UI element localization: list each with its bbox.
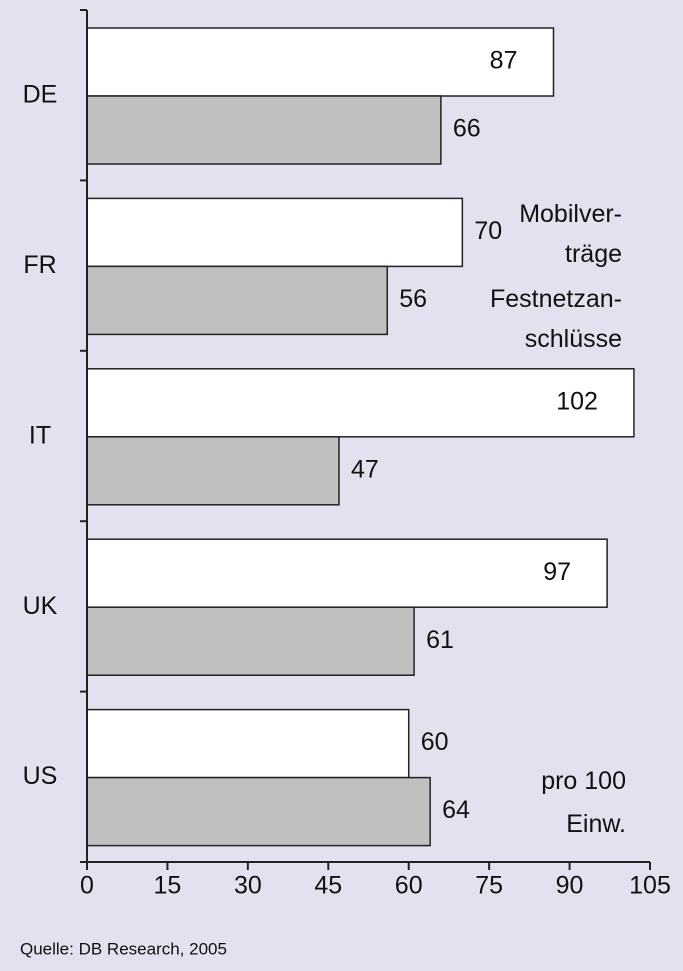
legend-label: Festnetzan-schlüsse bbox=[490, 285, 622, 353]
x-tick-label: 60 bbox=[395, 872, 423, 900]
y-tick-label: DE bbox=[23, 81, 58, 109]
bar bbox=[86, 708, 410, 779]
bar bbox=[86, 776, 431, 847]
annotation: pro 100 Einw. bbox=[541, 767, 626, 838]
bar bbox=[86, 538, 608, 608]
bar bbox=[86, 265, 389, 336]
value-label: 61 bbox=[426, 626, 454, 654]
x-tick-label: 0 bbox=[80, 872, 94, 900]
value-label: 56 bbox=[399, 285, 427, 313]
value-label: 64 bbox=[442, 796, 470, 824]
bar bbox=[86, 436, 340, 506]
value-label: 66 bbox=[453, 115, 481, 143]
bar bbox=[86, 27, 555, 97]
bar bbox=[86, 197, 464, 268]
value-label: 87 bbox=[490, 47, 518, 75]
x-tick-label: 90 bbox=[556, 872, 584, 900]
value-label: 97 bbox=[543, 558, 571, 586]
bar bbox=[86, 95, 442, 165]
value-label: 47 bbox=[351, 455, 379, 483]
x-tick-label: 45 bbox=[314, 872, 342, 900]
y-tick-label: UK bbox=[23, 592, 58, 620]
value-label: 102 bbox=[556, 387, 598, 415]
value-label: 70 bbox=[474, 217, 502, 245]
x-tick-label: 30 bbox=[234, 872, 262, 900]
x-tick-label: 75 bbox=[475, 872, 503, 900]
source: Quelle: DB Research, 2005 bbox=[20, 939, 227, 958]
y-tick-label: US bbox=[23, 762, 58, 790]
value-label: 60 bbox=[421, 728, 449, 756]
x-tick-label: 15 bbox=[154, 872, 182, 900]
bar bbox=[86, 606, 415, 676]
x-tick-label: 105 bbox=[629, 872, 671, 900]
bar bbox=[86, 368, 635, 438]
y-tick-label: IT bbox=[29, 421, 51, 449]
y-tick-label: FR bbox=[23, 251, 56, 279]
legend-label: Mobilver-träge bbox=[519, 200, 622, 268]
